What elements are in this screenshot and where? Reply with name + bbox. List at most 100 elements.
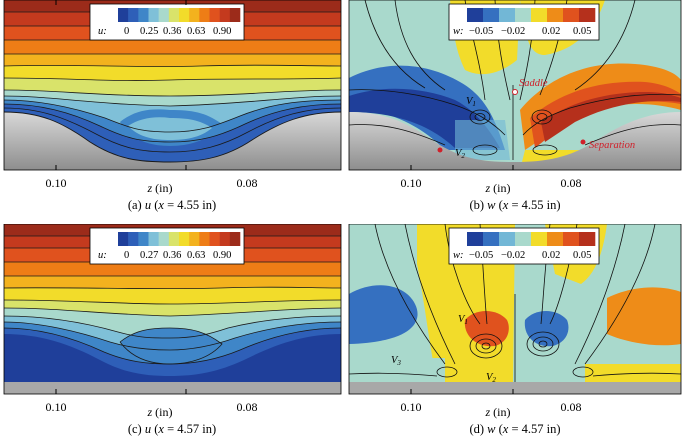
legend-color-swatch (148, 8, 159, 22)
wall-surface-d (349, 382, 681, 394)
panel-b: V1 V2 Saddle Separation w: −0.05 −0.02 0… (345, 0, 685, 218)
caption-d: (d) w (x = 4.57 in) (469, 422, 561, 436)
annotations-b: V1 V2 Saddle Separation (437, 78, 635, 160)
contour-plot-a: u: 0 0.25 0.36 0.63 0.90 0.10 0.08 z (in… (3, 0, 342, 195)
legend-color-swatch (209, 8, 220, 22)
x-tick-label: 0.08 (561, 400, 582, 414)
legend-color-swatch (189, 232, 200, 246)
x-tick-label: 0.08 (561, 176, 582, 190)
legend-color-swatch (168, 8, 180, 22)
legend-color-swatch (209, 232, 220, 246)
x-tick-label: 0.10 (46, 400, 67, 414)
legend-color-swatch (138, 232, 149, 246)
legend-c: u: 0 0.27 0.36 0.63 0.90 (89, 227, 245, 265)
legend-var-label: u: (98, 250, 107, 261)
x-tick-label: 0.10 (401, 176, 422, 190)
panel-d: V1 V2 V3 w: −0.05 −0.02 0.02 0.05 0.10 0… (345, 224, 685, 442)
legend-color-swatch (158, 8, 170, 22)
panel-a: u: 0 0.25 0.36 0.63 0.90 0.10 0.08 z (in… (0, 0, 345, 218)
axis-a: 0.10 0.08 z (in) (3, 0, 342, 195)
legend-d: w: −0.05 −0.02 0.02 0.05 (448, 227, 600, 265)
legend-tick: −0.02 (501, 250, 525, 261)
axis-d: 0.10 0.08 z (in) (348, 224, 682, 419)
legend-color-swatch (547, 232, 564, 246)
panel-c: u: 0 0.27 0.36 0.63 0.90 0.10 0.08 z (in… (0, 224, 345, 442)
legend-color-swatch (179, 232, 190, 246)
x-axis-label: z (in) (485, 181, 511, 195)
legend-color-swatch (563, 8, 580, 22)
annotations-d: V1 V2 V3 (391, 314, 496, 384)
legend-color-swatch (467, 8, 484, 22)
x-tick-label: 0.08 (237, 400, 258, 414)
legend-color-swatch (168, 232, 180, 246)
axis-b: 0.10 0.08 z (in) (348, 0, 682, 195)
legend-color-swatch (531, 8, 548, 22)
x-tick-label: 0.10 (401, 400, 422, 414)
x-tick-label: 0.08 (237, 176, 258, 190)
legend-color-swatch (579, 232, 596, 246)
legend-color-swatch (118, 232, 129, 246)
legend-color-swatch (563, 232, 580, 246)
legend-color-swatch (499, 8, 516, 22)
legend-color-swatch (531, 232, 548, 246)
x-axis-label: z (in) (147, 405, 173, 419)
label-v1: V1 (466, 96, 476, 108)
legend-tick: 0.90 (213, 26, 231, 37)
label-v1: V1 (458, 314, 468, 326)
legend-tick: 0.25 (140, 26, 158, 37)
legend-tick: −0.02 (501, 26, 525, 37)
caption-a: (a) u (x = 4.55 in) (127, 198, 217, 212)
legend-tick: 0.02 (542, 250, 560, 261)
legend-color-swatch (515, 232, 532, 246)
legend-color-swatch (118, 8, 129, 22)
streamlines-b (348, 0, 682, 160)
x-axis-label: z (in) (147, 181, 173, 195)
legend-color-swatch (467, 232, 484, 246)
legend-color-swatch (158, 232, 170, 246)
contour-plot-c: u: 0 0.27 0.36 0.63 0.90 0.10 0.08 z (in… (3, 224, 342, 419)
legend-color-swatch (483, 8, 500, 22)
legend-color-swatch (483, 232, 500, 246)
legend-color-swatch (219, 232, 231, 246)
legend-tick: 0.90 (213, 250, 231, 261)
legend-tick: 0.05 (573, 250, 591, 261)
contour-plot-b: V1 V2 Saddle Separation w: −0.05 −0.02 0… (348, 0, 682, 195)
u-field-c (4, 224, 341, 382)
legend-color-swatch (579, 8, 596, 22)
axis-c: 0.10 0.08 z (in) (3, 224, 342, 419)
legend-color-swatch (128, 8, 139, 22)
legend-tick: 0.02 (542, 26, 560, 37)
label-v3: V3 (391, 355, 401, 367)
contour-plot-d: V1 V2 V3 w: −0.05 −0.02 0.02 0.05 0.10 0… (348, 224, 682, 419)
label-v2: V2 (486, 372, 496, 384)
label-saddle: Saddle (519, 78, 548, 89)
label-v2: V2 (455, 148, 465, 160)
legend-color-swatch (128, 232, 139, 246)
legend-color-swatch (179, 8, 190, 22)
legend-var-label: w: (453, 250, 464, 261)
legend-color-swatch (138, 8, 149, 22)
label-separation: Separation (589, 140, 635, 151)
legend-tick: 0.63 (187, 26, 205, 37)
legend-color-swatch (547, 8, 564, 22)
legend-var-label: u: (98, 26, 107, 37)
legend-color-swatch (189, 8, 200, 22)
legend-tick: 0.36 (163, 26, 181, 37)
legend-tick: −0.05 (469, 26, 493, 37)
legend-color-swatch (229, 8, 241, 22)
legend-color-swatch (499, 232, 516, 246)
legend-var-label: w: (453, 26, 464, 37)
caption-b: (b) w (x = 4.55 in) (469, 198, 561, 212)
legend-tick: 0.36 (163, 250, 181, 261)
legend-tick: 0.63 (187, 250, 205, 261)
caption-c: (c) u (x = 4.57 in) (127, 422, 217, 436)
legend-color-swatch (199, 232, 210, 246)
legend-tick: 0.27 (140, 250, 158, 261)
legend-tick: 0.05 (573, 26, 591, 37)
legend-a: u: 0 0.25 0.36 0.63 0.90 (89, 3, 245, 41)
legend-tick: 0 (124, 26, 129, 37)
legend-color-swatch (148, 232, 159, 246)
legend-tick: 0 (124, 250, 129, 261)
wall-surface-a (4, 112, 341, 170)
wall-surface-c (4, 382, 341, 394)
